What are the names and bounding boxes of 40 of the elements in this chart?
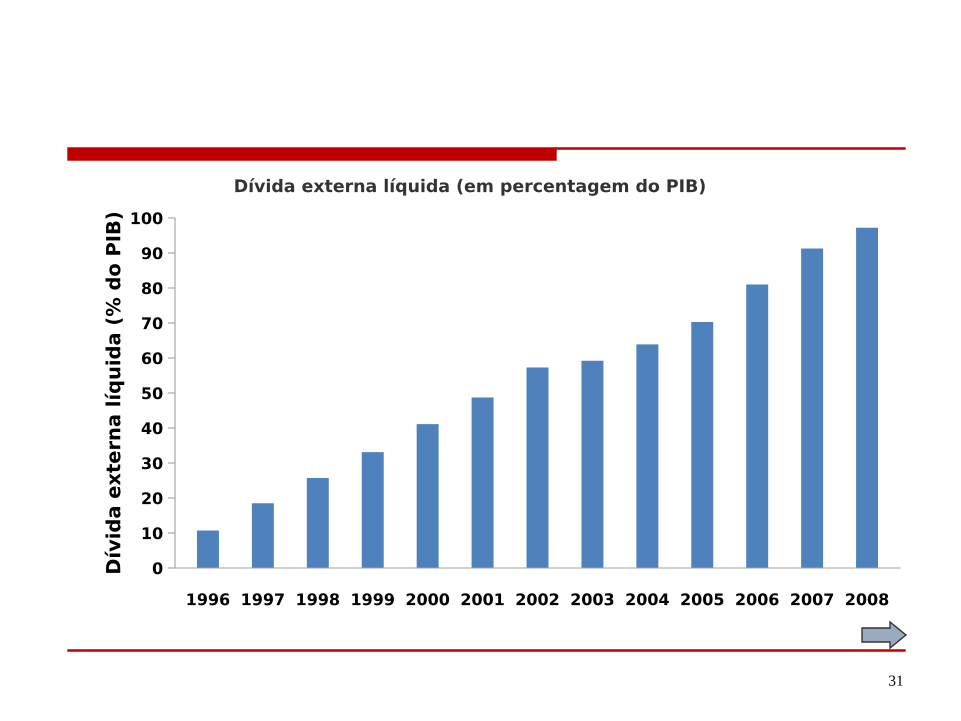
y-tick-label: 10	[142, 527, 162, 540]
x-tick-label: 2002	[516, 593, 558, 606]
bar	[472, 398, 494, 568]
bar	[252, 503, 274, 568]
x-tick-label: 1999	[352, 593, 394, 606]
x-tick-label: 2006	[736, 593, 779, 606]
bar	[691, 322, 714, 568]
bar	[746, 284, 768, 568]
y-tick-label: 90	[142, 247, 162, 260]
bar	[581, 360, 604, 568]
y-tick-label: 40	[142, 422, 162, 434]
x-tick-label: 2001	[462, 593, 504, 606]
chart-title: Dívida externa líquida (em percentagem do PIB)	[235, 178, 705, 196]
x-tick-label: 1998	[297, 593, 340, 606]
y-tick-label: 30	[142, 457, 162, 470]
x-tick-label: 2005	[681, 593, 724, 606]
text: 31	[889, 676, 903, 686]
x-tick-label: 2000	[406, 593, 450, 606]
y-tick-label: 60	[142, 352, 162, 364]
bar	[801, 248, 824, 568]
bar	[636, 344, 658, 568]
bar	[196, 530, 219, 568]
y-tick-label: 0	[152, 562, 162, 574]
x-tick-label: 2004	[626, 593, 669, 606]
bar	[856, 228, 878, 568]
x-tick-label: 1996	[188, 593, 230, 606]
y-tick-label: 50	[142, 387, 162, 400]
y-tick-label: 70	[142, 317, 162, 330]
y-tick-label: 100	[132, 212, 162, 224]
x-tick-label: 1997	[242, 593, 284, 606]
bar	[306, 478, 329, 568]
x-tick-label: 2007	[791, 593, 834, 606]
bar	[526, 367, 548, 568]
bar	[362, 452, 384, 568]
x-tick-label: 2003	[571, 593, 614, 606]
y-tick-label: 20	[142, 492, 162, 504]
bar	[416, 424, 439, 568]
x-tick-label: 2008	[846, 593, 888, 606]
y-axis-title: Dívida externa líquida (% do PIB)	[104, 212, 124, 573]
y-tick-label: 80	[142, 282, 162, 294]
